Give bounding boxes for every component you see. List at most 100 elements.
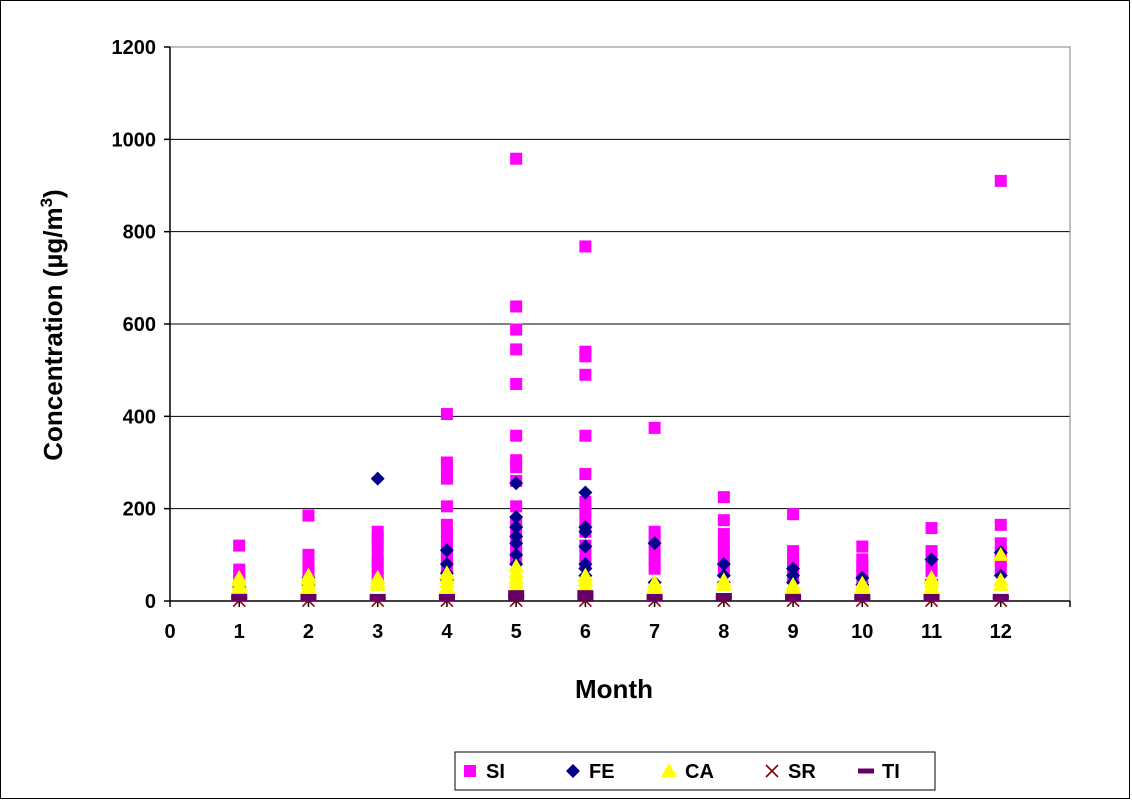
point-si (717, 528, 730, 541)
legend-marker-ca (661, 763, 677, 777)
legend-label: TI (882, 761, 900, 783)
point-ca (508, 579, 525, 594)
point-fe (439, 543, 454, 558)
point-ca (785, 580, 802, 595)
point-si (440, 472, 453, 485)
x-tick-label: 11 (921, 621, 942, 643)
point-si (648, 562, 661, 575)
x-tick-label: 7 (649, 621, 660, 643)
y-tick-label: 400 (123, 406, 156, 428)
point-si (579, 368, 592, 381)
point-si (648, 525, 661, 538)
point-ca (923, 579, 940, 594)
point-ti (577, 595, 594, 601)
point-fe (509, 476, 524, 491)
y-tick-labels: 0 200 400 600 800 1000 1200 (112, 37, 157, 613)
point-si (994, 537, 1007, 550)
point-si (648, 421, 661, 434)
point-ti (508, 590, 525, 596)
point-si (579, 548, 592, 561)
point-si (579, 240, 592, 253)
point-si (510, 378, 523, 391)
point-si (787, 508, 800, 521)
point-si (717, 514, 730, 527)
data-points (231, 152, 1009, 608)
legend-label: SI (486, 761, 505, 783)
point-si (579, 468, 592, 481)
point-ti (438, 596, 455, 602)
x-tick-label: 6 (580, 621, 591, 643)
y-tick-label: 0 (145, 591, 156, 613)
legend-label: CA (685, 761, 714, 783)
point-ti (300, 596, 317, 602)
point-si (440, 534, 453, 547)
point-ti (231, 596, 248, 602)
point-fe (924, 552, 939, 567)
point-fe (578, 539, 593, 554)
point-ca (438, 579, 455, 594)
y-tick-label: 1000 (112, 129, 157, 151)
point-fe (509, 509, 524, 524)
legend-marker-ti (858, 768, 874, 774)
x-tick-labels: 0 1 2 3 4 5 6 7 8 9 10 11 12 (164, 621, 1011, 643)
point-ti (715, 592, 732, 598)
point-si (302, 509, 315, 522)
point-si (717, 491, 730, 504)
point-fe (509, 520, 524, 535)
point-fe (578, 485, 593, 500)
y-tick-label: 600 (123, 314, 156, 336)
point-si (440, 525, 453, 538)
x-tick-label: 0 (164, 621, 175, 643)
point-fe (439, 557, 454, 572)
point-si (510, 323, 523, 336)
point-ti (508, 592, 525, 598)
legend-item-ti: TI (858, 761, 900, 783)
point-ca (577, 576, 594, 591)
x-tick-label: 2 (303, 621, 314, 643)
point-ca (992, 576, 1009, 591)
point-fe (716, 557, 731, 572)
point-si (579, 495, 592, 508)
legend-marker-fe (566, 764, 580, 778)
point-si (510, 152, 523, 165)
point-si (856, 540, 869, 553)
legend-item-si: SI (464, 761, 505, 783)
point-si (510, 429, 523, 442)
point-ca (369, 576, 386, 591)
x-tick-label: 10 (851, 621, 873, 643)
y-axis-title: Concentration (µg/m3) (37, 189, 68, 460)
legend: SI FE CA SR TI (454, 751, 936, 791)
point-si (717, 537, 730, 550)
legend-box (454, 751, 936, 791)
x-tick-label: 5 (511, 621, 522, 643)
point-si (994, 174, 1007, 187)
point-ti (785, 596, 802, 602)
series-fe (232, 471, 1008, 595)
x-tick-label: 1 (234, 621, 245, 643)
point-si (925, 522, 938, 535)
point-fe (578, 524, 593, 539)
point-ti (577, 590, 594, 596)
point-si (371, 539, 384, 552)
series-ti (231, 590, 1009, 602)
point-ca (300, 579, 317, 594)
y-tick-label: 1200 (112, 37, 157, 59)
x-tick-label: 4 (441, 621, 453, 643)
point-si (510, 300, 523, 313)
point-ti (992, 596, 1009, 602)
point-fe (509, 536, 524, 551)
point-si (440, 500, 453, 513)
series-si (233, 152, 1007, 591)
point-ti (923, 596, 940, 602)
point-fe (370, 471, 385, 486)
point-ti (577, 592, 594, 598)
point-fe (509, 547, 524, 562)
point-ti (715, 595, 732, 601)
point-si (579, 504, 592, 517)
point-ca (231, 580, 248, 595)
point-si (510, 343, 523, 356)
point-si (717, 546, 730, 559)
point-si (233, 539, 246, 552)
